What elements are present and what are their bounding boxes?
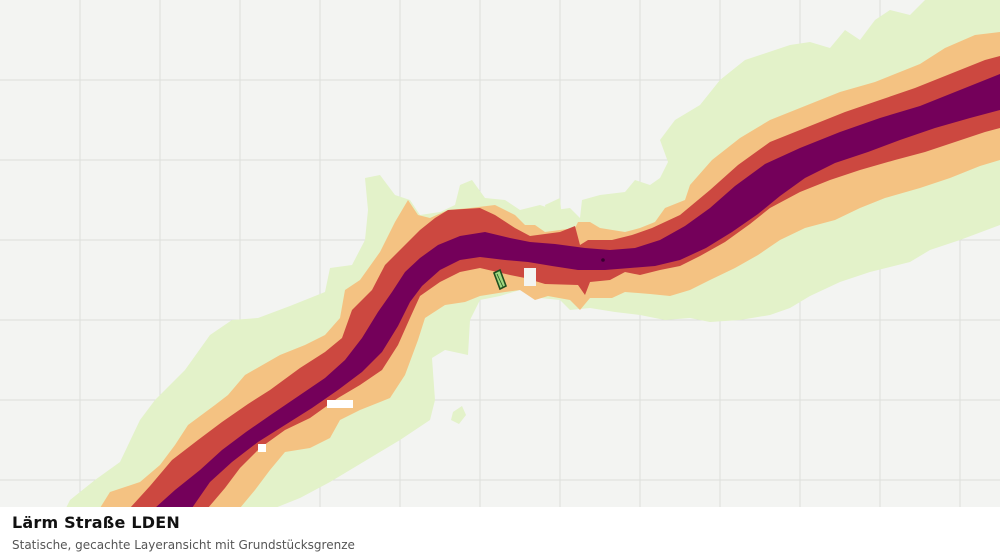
map-gap: [524, 268, 536, 286]
map-gap: [327, 400, 353, 408]
map-marker-dot: [601, 258, 605, 262]
map-gap: [258, 444, 266, 452]
layer-title: Lärm Straße LDEN: [12, 513, 180, 532]
noise-zone-outer-patch: [545, 198, 562, 222]
layer-subtitle: Statische, gecachte Layeransicht mit Gru…: [12, 538, 355, 552]
noise-zone-outer-patch: [451, 406, 466, 424]
map-caption: Lärm Straße LDEN Statische, gecachte Lay…: [0, 507, 1000, 560]
parcel-boundary-inner-line: [496, 273, 504, 288]
noise-zone-core: [155, 74, 1000, 508]
